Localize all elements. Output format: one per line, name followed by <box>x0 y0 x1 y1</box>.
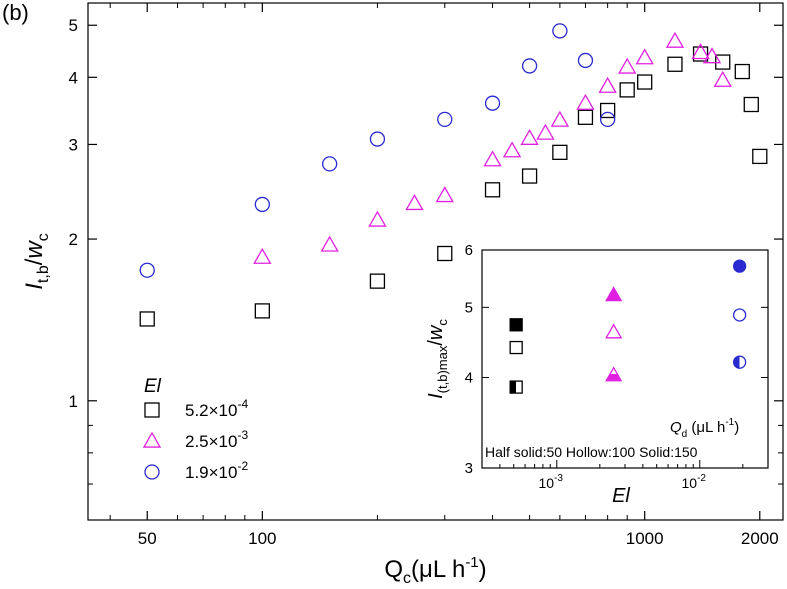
data-point-triangle <box>618 57 637 74</box>
inset-y-tick-label: 3 <box>465 460 473 477</box>
data-point-triangle <box>550 110 570 127</box>
inset-legend-title: Qd (μL h-1) <box>670 417 739 440</box>
data-point-square <box>369 273 386 289</box>
data-point-triangle <box>691 43 710 60</box>
data-point-triangle <box>665 31 685 48</box>
y-tick-label: 2 <box>69 230 78 249</box>
data-point-triangle <box>368 210 387 227</box>
data-point-square <box>743 96 759 113</box>
data-point-circle <box>322 156 338 172</box>
data-point-square <box>552 144 568 161</box>
y-tick-label: 4 <box>69 68 78 87</box>
data-point-square <box>139 311 155 327</box>
inset-point-triangle-solid <box>605 286 623 302</box>
inset-point-triangle-half <box>605 366 623 382</box>
y-tick-label: 1 <box>69 392 78 411</box>
data-point-triangle <box>502 141 522 158</box>
data-point-circle <box>254 196 270 213</box>
panel-label: (b) <box>2 0 29 25</box>
data-point-triangle <box>635 48 654 65</box>
plot-frame <box>87 2 784 521</box>
data-point-square <box>577 109 594 125</box>
data-point-triangle <box>435 186 454 203</box>
data-point-triangle <box>253 247 272 264</box>
data-point-circle <box>484 95 501 111</box>
legend-label: 2.5×10-3 <box>185 428 248 451</box>
data-point-circle <box>139 262 155 278</box>
data-point-circle <box>437 111 453 128</box>
inset-point-circle-none <box>732 308 747 322</box>
y-tick-label: 5 <box>69 16 78 35</box>
legend-marker-circle <box>144 464 160 480</box>
legend-marker-triangle <box>142 431 162 448</box>
data-point-triangle <box>713 70 732 87</box>
y-tick-label: 3 <box>69 135 78 154</box>
inset-y-axis-title: I(t,b)max/wc <box>425 319 450 399</box>
data-point-square <box>619 82 635 98</box>
y-axis-title: It,b/wc <box>21 233 52 289</box>
data-point-triangle <box>598 76 617 93</box>
data-point-square <box>734 63 750 80</box>
inset-point-circle-solid <box>732 259 747 273</box>
data-point-square <box>692 46 709 62</box>
data-point-square <box>437 245 453 262</box>
inset-y-tick-label: 4 <box>465 370 473 387</box>
data-point-square <box>752 148 768 165</box>
inset-x-tick-label: 10-3 <box>539 473 564 491</box>
data-point-square <box>521 168 538 184</box>
data-point-triangle <box>702 47 722 64</box>
legend-label: 5.2×10-4 <box>185 397 248 420</box>
data-point-circle <box>552 23 568 39</box>
x-tick-label: 2000 <box>741 529 779 548</box>
data-point-circle <box>521 58 538 74</box>
data-point-triangle <box>576 93 595 110</box>
data-point-triangle <box>536 123 555 140</box>
x-tick-label: 1000 <box>626 529 664 548</box>
legend-title: El <box>144 376 162 397</box>
inset-point-triangle-none <box>605 323 623 339</box>
data-point-triangle <box>520 128 539 145</box>
data-point-square <box>667 56 683 72</box>
data-point-square <box>484 182 501 198</box>
inset-legend-entries: Half solid:50 Hollow:100 Solid:150 <box>485 444 698 460</box>
legend-label: 1.9×10-2 <box>185 459 248 482</box>
inset-point-circle-half <box>732 355 747 369</box>
inset-point-square-solid <box>509 318 523 332</box>
x-tick-label: 100 <box>248 529 276 548</box>
data-point-triangle <box>483 150 502 167</box>
inset-point-square-none <box>509 340 523 355</box>
inset-y-tick-label: 6 <box>465 242 473 259</box>
data-point-triangle <box>405 194 424 211</box>
inset-x-tick-label: 10-2 <box>682 473 707 491</box>
legend-marker-square <box>144 402 160 418</box>
inset-frame <box>481 249 769 469</box>
data-point-square <box>599 102 616 119</box>
inset-y-tick-label: 5 <box>465 299 473 316</box>
x-axis-title: Qc(μL h-1) <box>384 554 486 587</box>
inset-point-square-half <box>509 380 523 394</box>
data-point-circle <box>599 111 616 128</box>
inset-x-axis-title: El <box>612 485 630 507</box>
data-point-circle <box>577 52 594 69</box>
data-point-circle <box>369 131 386 147</box>
data-point-triangle <box>320 235 339 252</box>
data-point-square <box>637 74 653 90</box>
data-point-square <box>254 303 270 319</box>
x-tick-label: 50 <box>138 529 157 548</box>
